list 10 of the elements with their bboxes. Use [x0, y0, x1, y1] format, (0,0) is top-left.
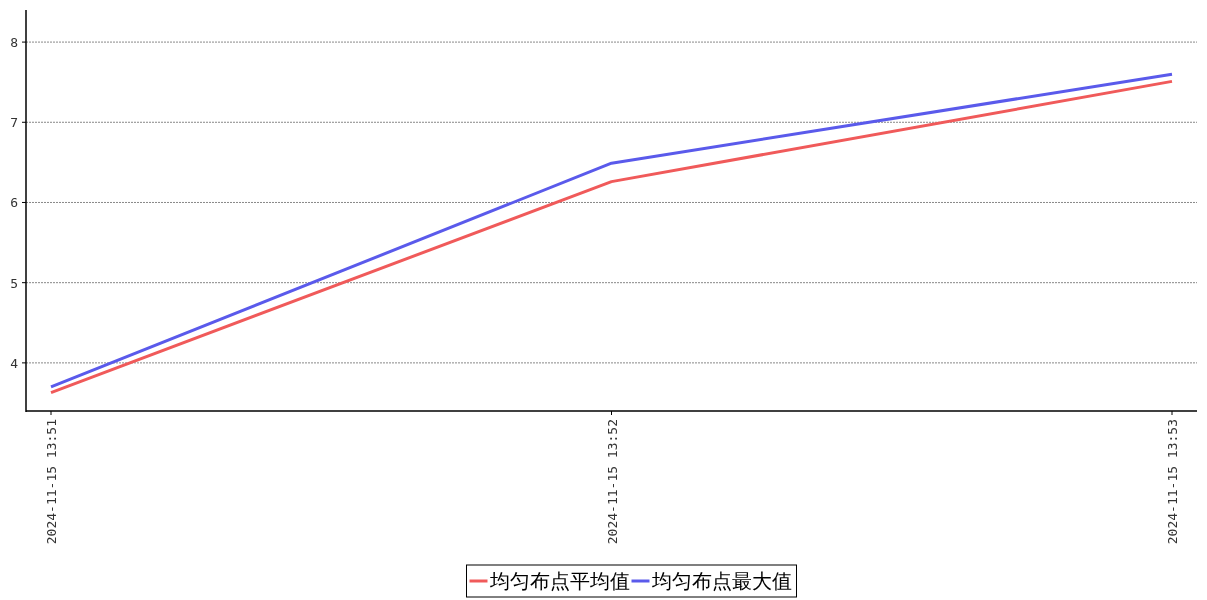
- x-tick-label: 2024-11-15 13:53: [1165, 419, 1180, 545]
- y-tick-label: 7: [10, 115, 18, 131]
- y-tick-label: 6: [10, 195, 18, 211]
- y-tick-label: 4: [10, 355, 19, 371]
- y-tick-label: 8: [10, 35, 18, 51]
- x-tick-label: 2024-11-15 13:51: [44, 419, 59, 545]
- legend-label: 均匀布点平均值: [488, 569, 630, 593]
- legend-label: 均匀布点最大值: [650, 569, 792, 593]
- x-tick-label: 2024-11-15 13:52: [604, 419, 620, 545]
- y-tick-label: 5: [10, 275, 18, 291]
